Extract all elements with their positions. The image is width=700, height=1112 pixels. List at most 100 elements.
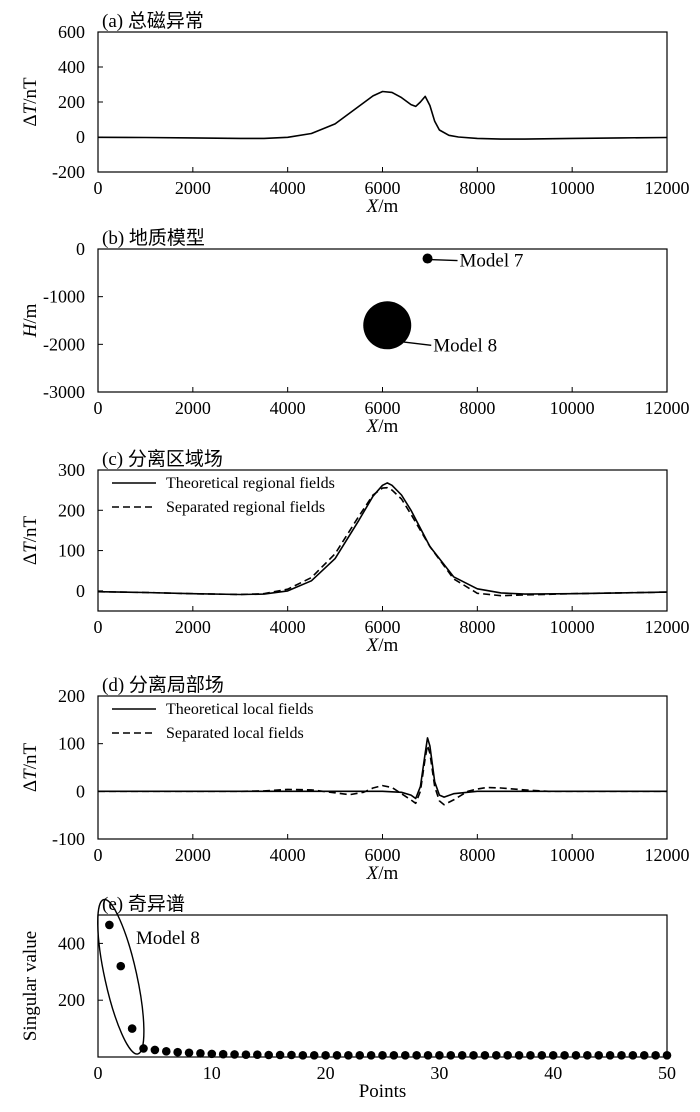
singular-value-point: [287, 1050, 296, 1060]
singular-value-point: [571, 1050, 581, 1060]
x-tick-label: 10000: [550, 178, 595, 198]
singular-value-point: [412, 1050, 421, 1060]
singular-value-point: [514, 1050, 524, 1060]
x-tick-label: 0: [94, 178, 103, 198]
singular-value-point: [105, 920, 114, 930]
singular-value-point: [639, 1050, 649, 1060]
singular-value-point: [548, 1050, 558, 1060]
legend-entry: Theoretical local fields: [166, 701, 313, 718]
y-tick-label: -100: [52, 829, 85, 849]
x-tick-label: 6000: [365, 845, 401, 865]
singular-value-point: [662, 1050, 672, 1060]
legend-entry: Theoretical regional fields: [166, 475, 335, 492]
x-tick-label: 4000: [270, 398, 306, 418]
y-tick-label: 200: [58, 990, 85, 1010]
panel-title: (e) 奇异谱: [102, 893, 185, 915]
x-tick-label: 6000: [365, 178, 401, 198]
y-tick-label: 100: [58, 541, 85, 561]
series-line-solid: [97, 90, 668, 140]
singular-value-point: [594, 1050, 604, 1060]
legend-entry: Separated local fields: [166, 725, 304, 742]
model8-ellipse: [97, 898, 145, 1055]
y-tick-label: 100: [58, 734, 85, 754]
singular-value-point: [457, 1050, 467, 1060]
singular-value-point: [275, 1050, 285, 1060]
y-tick-label: 0: [76, 581, 85, 601]
singular-value-point: [435, 1050, 444, 1060]
singular-value-point: [184, 1048, 194, 1058]
x-tick-label: 4000: [270, 617, 306, 637]
x-tick-label: 2000: [175, 845, 211, 865]
singular-value-point: [207, 1049, 217, 1059]
x-tick-label: 8000: [459, 178, 495, 198]
x-axis-label: X/m: [366, 416, 399, 437]
y-tick-label: 0: [76, 781, 85, 801]
x-tick-label: 8000: [459, 845, 495, 865]
singular-value-point: [400, 1050, 410, 1060]
singular-value-point: [469, 1050, 478, 1060]
singular-value-point: [480, 1050, 490, 1060]
singular-value-point: [355, 1050, 365, 1060]
plot-frame: [97, 31, 668, 173]
y-tick-label: -1000: [43, 287, 85, 307]
singular-value-point: [537, 1050, 547, 1060]
singular-value-point: [116, 961, 126, 971]
x-tick-label: 12000: [645, 398, 690, 418]
model-leader-line: [403, 341, 432, 346]
x-tick-label: 8000: [459, 398, 495, 418]
singular-value-point: [161, 1047, 171, 1056]
singular-value-point: [503, 1050, 512, 1060]
singular-value-point: [628, 1050, 638, 1060]
x-tick-label: 8000: [459, 617, 495, 637]
y-tick-label: 400: [58, 57, 85, 77]
model-leader-line: [429, 258, 458, 262]
x-tick-label: 4000: [270, 845, 306, 865]
y-tick-label: 0: [76, 127, 85, 147]
model-body: [422, 253, 433, 264]
series-line-dashed: [97, 486, 668, 597]
x-tick-label: 10000: [550, 617, 595, 637]
panel-title: (c) 分离区域场: [102, 448, 223, 470]
x-tick-label: 12000: [645, 178, 690, 198]
x-axis-label: X/m: [366, 635, 399, 656]
singular-value-point: [230, 1050, 239, 1059]
y-tick-label: 300: [58, 460, 85, 480]
y-tick-label: 200: [58, 92, 85, 112]
singular-value-point: [378, 1050, 387, 1060]
singular-value-point: [560, 1050, 569, 1060]
panel-title: (b) 地质模型: [102, 227, 205, 249]
x-tick-label: 0: [94, 617, 103, 637]
y-tick-label: 200: [58, 686, 85, 706]
singular-value-point: [651, 1050, 660, 1060]
singular-value-point: [423, 1050, 433, 1060]
y-tick-label: 200: [58, 500, 85, 520]
x-tick-label: 2000: [175, 617, 211, 637]
y-tick-label: 0: [76, 239, 85, 259]
singular-value-point: [617, 1050, 626, 1060]
singular-value-point: [298, 1050, 308, 1060]
singular-value-point: [583, 1050, 592, 1060]
singular-value-point: [344, 1050, 353, 1060]
y-axis-label: ΔT/nT: [20, 516, 41, 566]
singular-value-point: [309, 1050, 319, 1060]
annotation-model8: Model 8: [136, 928, 200, 949]
singular-value-point: [332, 1050, 342, 1060]
x-axis-label: X/m: [366, 196, 399, 217]
x-axis-label: Points: [359, 1081, 407, 1102]
x-tick-label: 12000: [645, 617, 690, 637]
singular-value-point: [366, 1050, 376, 1060]
model-label: Model 7: [460, 251, 524, 272]
singular-value-point: [241, 1050, 251, 1060]
x-tick-label: 30: [430, 1063, 448, 1083]
y-axis-label: ΔT/nT: [20, 743, 41, 793]
y-tick-label: -2000: [43, 334, 85, 354]
y-tick-label: -3000: [43, 382, 85, 402]
singular-value-point: [196, 1049, 205, 1058]
model-body: [363, 301, 412, 350]
x-tick-label: 40: [544, 1063, 562, 1083]
singular-value-point: [264, 1050, 274, 1060]
series-line-dashed: [98, 744, 667, 806]
x-tick-label: 6000: [365, 398, 401, 418]
x-tick-label: 0: [94, 398, 103, 418]
